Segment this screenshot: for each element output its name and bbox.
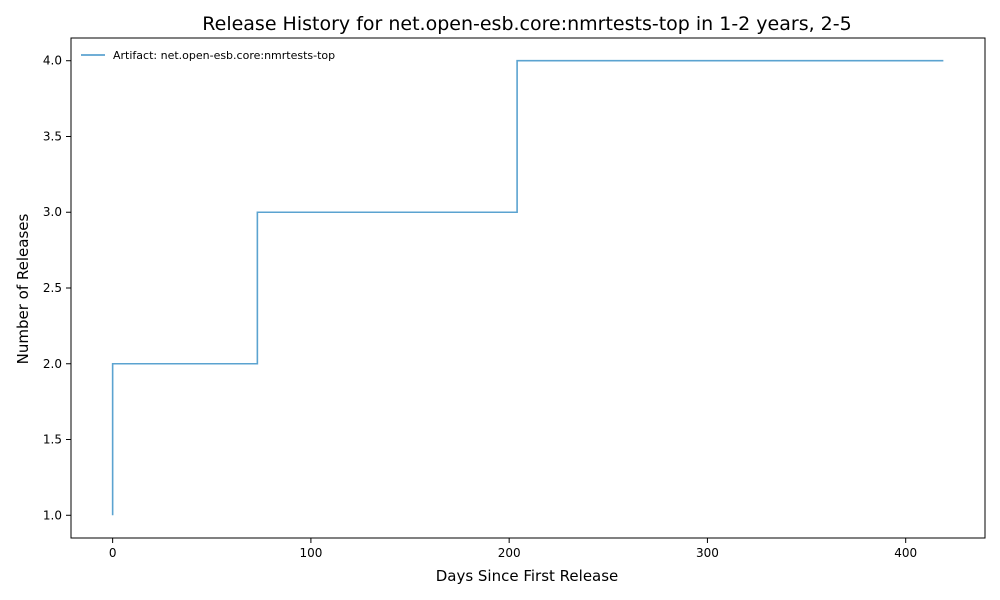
- legend-entry-label: Artifact: net.open-esb.core:nmrtests-top: [113, 49, 335, 62]
- y-tick-label: 3.0: [43, 205, 62, 219]
- y-tick-label: 1.5: [43, 433, 62, 447]
- x-tick-label: 0: [109, 546, 117, 560]
- x-tick-label: 100: [299, 546, 322, 560]
- x-tick-label: 200: [498, 546, 521, 560]
- x-tick-label: 400: [894, 546, 917, 560]
- y-tick-label: 2.5: [43, 281, 62, 295]
- y-tick-label: 2.0: [43, 357, 62, 371]
- x-tick-label: 300: [696, 546, 719, 560]
- axis-ticks: 0 100 200 300 400 1.0 1.5 2.0 2.5 3.0 3.5 4.0: [43, 54, 917, 560]
- y-tick-label: 4.0: [43, 54, 62, 68]
- y-tick-label: 1.0: [43, 508, 62, 522]
- chart-title: Release History for net.open-esb.core:nm…: [202, 13, 851, 35]
- legend-box: [76, 44, 366, 66]
- legend: Artifact: net.open-esb.core:nmrtests-top: [76, 44, 366, 66]
- series-line-0: [111, 59, 944, 516]
- x-axis-title: Days Since First Release: [436, 567, 619, 585]
- y-axis-title: Number of Releases: [14, 213, 32, 364]
- y-tick-label: 3.5: [43, 129, 62, 143]
